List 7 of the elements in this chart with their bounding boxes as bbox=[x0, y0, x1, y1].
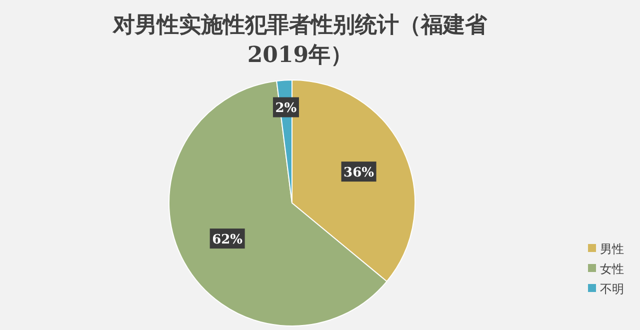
chart-title: 对男性实施性犯罪者性别统计（福建省 2019年） bbox=[112, 12, 488, 68]
data-label: 36% bbox=[344, 166, 375, 181]
legend-label: 女性 bbox=[600, 262, 624, 276]
legend-label: 男性 bbox=[600, 242, 624, 256]
data-label: 62% bbox=[212, 232, 244, 248]
legend-label: 不明 bbox=[600, 282, 624, 296]
data-label: 2% bbox=[275, 101, 298, 116]
